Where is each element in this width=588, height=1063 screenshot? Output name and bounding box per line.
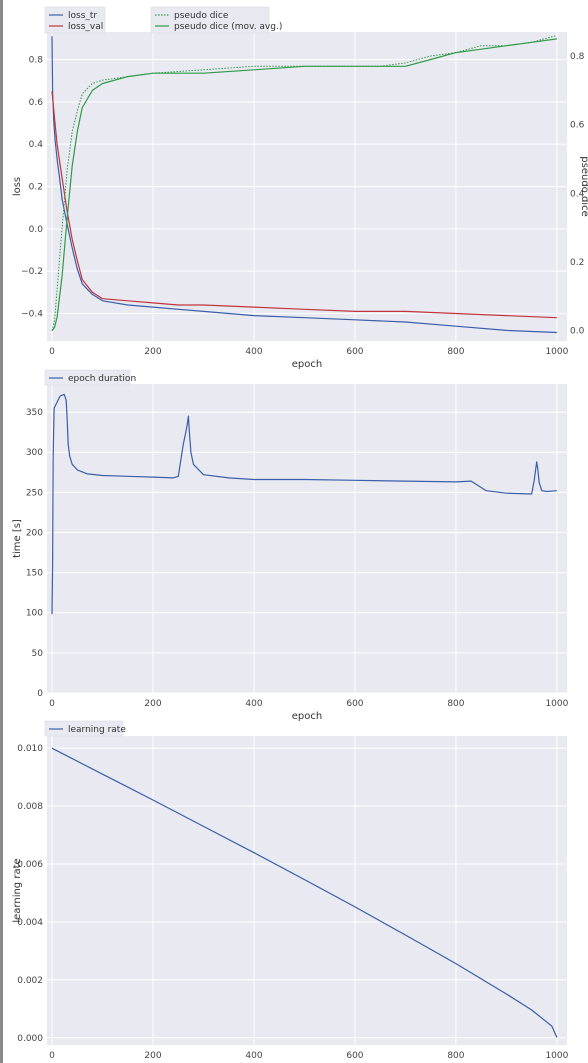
x-tick-label: 400 [245,347,262,357]
series-line-loss-val [51,91,557,319]
legend-box [150,6,270,34]
plot-area-1 [47,384,567,693]
y-tick-label: 0.002 [17,976,43,986]
x-tick-label: 600 [346,1051,363,1061]
x-axis-label: epoch [292,359,322,370]
y-right-tick-label: 0.6 [570,121,585,131]
y-tick-label: 0.2 [29,183,43,193]
y-tick-label: 50 [32,649,44,659]
legend-entry: loss_tr [68,11,97,21]
x-tick-label: 600 [346,699,363,709]
y-tick-label: 350 [26,408,43,418]
x-tick-label: 1000 [545,1051,568,1061]
window-edge [0,0,3,1063]
legend-entry: pseudo dice [174,11,229,21]
series-line-learning-rate [51,747,558,1038]
y-tick-label: 0.004 [17,918,43,928]
y-right-tick-label: 0.0 [570,327,585,337]
y-axis-label: learning rate [12,858,23,922]
y-axis-label: time [s] [12,519,23,558]
y-tick-label: 300 [26,448,43,458]
x-tick-label: 0 [49,699,55,709]
legend-entry: pseudo dice (mov. avg.) [174,22,282,32]
legend-box [44,720,124,737]
x-tick-label: 200 [144,1051,161,1061]
y-tick-label: 200 [26,528,43,538]
y-tick-label: 0.0 [29,225,44,235]
y-tick-label: 100 [26,609,43,619]
y-tick-label: 0.6 [29,98,44,108]
y-tick-label: 0.4 [29,140,44,150]
x-tick-label: 1000 [545,699,568,709]
y-tick-label: 150 [26,569,43,579]
y-tick-label: −0.2 [21,267,43,277]
y-tick-label: 0 [37,689,43,699]
x-tick-label: 400 [245,1051,262,1061]
y-right-axis-label: pseudo dice [579,156,588,216]
y-right-tick-label: 0.4 [570,189,585,199]
x-tick-label: 1000 [545,347,568,357]
series-line-epoch-duration [51,393,557,615]
x-tick-label: 800 [447,347,464,357]
y-tick-label: 0.008 [17,802,43,812]
legend-box [44,369,131,386]
y-tick-label: 0.8 [29,56,44,66]
x-tick-label: 200 [144,699,161,709]
legend-entry: epoch duration [68,374,136,384]
x-tick-label: 0 [49,347,55,357]
y-tick-label: 0.010 [17,744,43,754]
plot-area-2 [47,736,567,1045]
x-tick-label: 400 [245,699,262,709]
legend-entry: loss_val [68,22,103,32]
y-tick-label: −0.4 [21,309,43,319]
y-right-tick-label: 0.8 [570,52,585,62]
legend-entry: learning rate [68,725,126,735]
x-tick-label: 200 [144,347,161,357]
x-tick-label: 600 [346,347,363,357]
y-tick-label: 250 [26,488,43,498]
x-tick-label: 0 [49,1051,55,1061]
y-tick-label: 0.000 [17,1034,43,1044]
y-right-tick-label: 0.2 [570,258,584,268]
x-tick-label: 800 [447,699,464,709]
y-axis-label: loss [12,177,23,196]
y-tick-label: 0.006 [17,860,43,870]
x-tick-label: 800 [447,1051,464,1061]
legend-box [44,6,106,34]
series-line-loss-tr [51,36,557,334]
series-line-pseudo-dice-mov-avg- [51,38,557,332]
x-axis-label: epoch [292,711,322,722]
